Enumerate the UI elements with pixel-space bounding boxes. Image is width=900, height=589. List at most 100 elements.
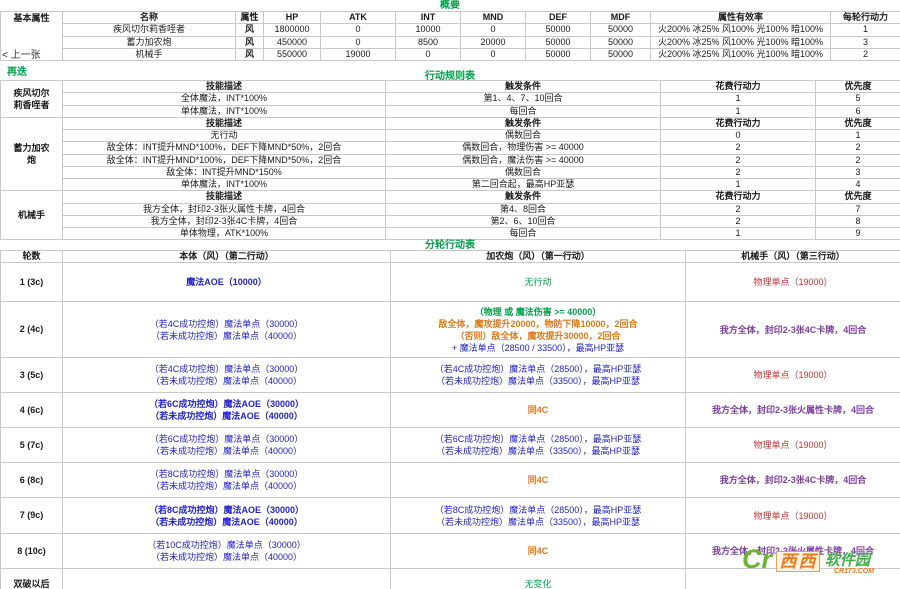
column-header-cost: 花费行动力 (660, 116, 816, 131)
cell-cannon-action: 无变化 (390, 568, 686, 589)
cell-trigger: 第1、4、7、10回合 (385, 92, 661, 106)
cell-main-action: （若6C成功控炮）魔法AOE（30000） （若未成功控炮）魔法AOE（4000… (62, 392, 391, 429)
cell-hp: 550000 (263, 47, 321, 62)
column-header-hp: HP (263, 10, 321, 25)
cell-cannon-action: 同4C (390, 462, 686, 499)
rounds-table: 轮数 本体（风）（第二行动） 加农炮（风）（第一行动） 机械手（风）（第三行动）… (0, 249, 900, 589)
cell-cannon-action: （若6C成功控炮）魔法单点（28500），最高HP亚瑟 （若未成功控炮）魔法单点… (390, 427, 686, 464)
action-line: （若6C成功控炮）魔法单点（30000） (149, 434, 304, 445)
cell-def: 50000 (525, 23, 591, 37)
action-line: （若未成功控炮）魔法AOE（40000） (150, 516, 303, 527)
cell-skill: 敌全体：INT提升MND*100%，DEF下降MND*50%，2回合 (62, 153, 386, 167)
action-line: （若未成功控炮）魔法单点（40000） (150, 330, 303, 341)
cell-round: 8 (10c) (0, 533, 63, 570)
cell-skill: 全体魔法，INT*100% (62, 92, 386, 106)
cell-cannon-action: （物理 或 魔法伤害 >= 40000） 敌全体，魔攻提升20000，物防下降1… (390, 301, 686, 359)
column-header-trigger: 触发条件 (385, 116, 661, 131)
table-row: 全体魔法，INT*100% 第1、4、7、10回合 1 5 (1, 92, 900, 106)
column-header-round: 轮数 (0, 249, 63, 264)
action-line: 魔法AOE（10000） (186, 277, 267, 288)
table-row: 疾风切尔莉香咥者 技能描述 触发条件 花费行动力 优先度 (0, 79, 900, 118)
cell-mdf: 50000 (590, 47, 651, 62)
action-line: （若未成功控炮）魔法单点（40000） (150, 481, 303, 492)
action-line: （若4C成功控炮）魔法单点（30000） (149, 364, 304, 375)
table-row: 单体魔法，INT*100% 第二回合起，最高HP亚瑟 1 4 (1, 177, 900, 192)
column-header-cannon: 加农炮（风）（第一行动） (390, 249, 686, 264)
cell-effectiveness: 火200% 冰25% 风100% 光100% 暗100% (650, 35, 831, 49)
column-header-atk: ATK (320, 10, 396, 25)
column-header-name: 名称 (62, 10, 236, 25)
cell-main-action: （若4C成功控炮）魔法单点（30000） （若未成功控炮）魔法单点（40000） (62, 357, 391, 394)
action-line: （若4C成功控炮）魔法单点（28500），最高HP亚瑟 (434, 364, 642, 375)
column-header-priority: 优先度 (815, 116, 900, 131)
cell-hand-action: 我方全体，封印2-3张火属性卡牌，4回合 (685, 392, 900, 429)
cell-cost: 0 (660, 128, 816, 143)
action-line: 无行动 (524, 277, 552, 288)
side-label: 再迭 (7, 67, 27, 78)
action-line: （物理 或 魔法伤害 >= 40000） (474, 306, 602, 317)
cell-mdf: 50000 (590, 23, 651, 37)
cell-round: 5 (7c) (0, 427, 63, 464)
cell-round-footer: 双破以后 (0, 568, 63, 589)
cell-hand-action: 物理单点（19000） (685, 497, 900, 535)
cell-skill: 我方全体，封印2-3张4C卡牌，4回合 (62, 214, 386, 229)
cell-trigger: 第4、8回合 (385, 202, 661, 216)
column-header-def: DEF (525, 10, 591, 25)
cell-atk: 19000 (320, 47, 396, 62)
cell-def: 50000 (525, 47, 591, 62)
cell-mnd: 20000 (460, 35, 526, 49)
cell-int: 0 (395, 47, 461, 62)
cell-name: 机械手 (62, 47, 236, 62)
cell-name: 蓄力加农炮 (62, 35, 236, 49)
row-group-label-boss: 疾风切尔莉香咥者 (0, 80, 63, 118)
cell-trigger: 偶数回合 (385, 128, 661, 143)
column-header-priority: 优先度 (815, 190, 900, 204)
column-header-cost: 花费行动力 (660, 190, 816, 204)
cell-round: 7 (9c) (0, 497, 63, 535)
action-line: （否则）敌全体，魔攻提升30000，2回合 (455, 330, 621, 341)
cell-round: 6 (8c) (0, 462, 63, 499)
table-row: 基本属性 名称 属性 HP ATK INT MND DEF MDF 属性有效率 … (0, 10, 900, 61)
action-line: 物理单点（19000） (753, 277, 833, 288)
table-row: 机械手 风 550000 19000 0 0 50000 50000 火200%… (1, 47, 900, 62)
column-header-trigger: 触发条件 (385, 190, 661, 204)
cell-trigger: 偶数回合，物理伤害 >= 40000 (385, 141, 661, 155)
cell-atk: 0 (320, 23, 396, 37)
column-header-mdf: MDF (590, 10, 651, 25)
table-row: 蓄力加农炮 技能描述 触发条件 花费行动力 优先度 (0, 116, 900, 192)
cell-round: 1 (3c) (0, 262, 63, 303)
cell-cannon-action: 同4C (390, 392, 686, 429)
action-line: （若8C成功控炮）魔法AOE（30000） (148, 504, 305, 515)
cell-priority: 2 (815, 153, 900, 167)
column-header-main: 本体（风）（第二行动） (62, 249, 391, 264)
cell-trigger: 偶数回合 (385, 165, 661, 180)
action-line: 我方全体，封印2-3张4C卡牌，4回合 (719, 324, 867, 335)
action-line: （若8C成功控炮）魔法单点（28500），最高HP亚瑟 (434, 504, 642, 515)
cell-cost: 1 (660, 177, 816, 192)
cell-skill: 单体魔法，INT*100% (62, 177, 386, 192)
column-header-int: INT (395, 10, 461, 25)
action-line: + 魔法单点（28500 / 33500），最高HP亚瑟 (451, 342, 625, 353)
cell-ap: 2 (830, 47, 900, 62)
table-row: 我方全体，封印2-3张火属性卡牌，4回合 第4、8回合 2 7 (1, 202, 900, 216)
table-row: 敌全体：INT提升MND*100%，DEF下降MND*50%，2回合 偶数回合，… (1, 141, 900, 155)
prev-image-link[interactable]: < 上一张 (2, 50, 41, 61)
cell-cost: 2 (660, 141, 816, 155)
row-group-label-hand: 机械手 (0, 190, 63, 241)
watermark-cr-icon: Cr (742, 544, 773, 574)
cell-skill: 单体魔法，INT*100% (62, 104, 386, 118)
section-title-rules: 行动规则表 (425, 71, 475, 82)
cell-ap: 3 (830, 35, 900, 49)
cell-round: 3 (5c) (0, 357, 63, 394)
watermark-logo: Cr 西西 软件园 CR173.COM (742, 544, 898, 586)
table-row: 单体魔法，INT*100% 每回合 1 6 (1, 104, 900, 118)
column-header-mnd: MND (460, 10, 526, 25)
table-row: 机械手 技能描述 触发条件 花费行动力 优先度 (0, 190, 900, 241)
cell-mnd: 0 (460, 47, 526, 62)
cell-priority: 1 (815, 128, 900, 143)
cell-ap: 1 (830, 23, 900, 37)
cell-main-action: （若8C成功控炮）魔法AOE（30000） （若未成功控炮）魔法AOE（4000… (62, 497, 391, 535)
cell-skill: 敌全体：INT提升MND*100%，DEF下降MND*50%，2回合 (62, 141, 386, 155)
cell-trigger: 每回合 (385, 104, 661, 118)
action-line: 无变化 (524, 578, 552, 589)
